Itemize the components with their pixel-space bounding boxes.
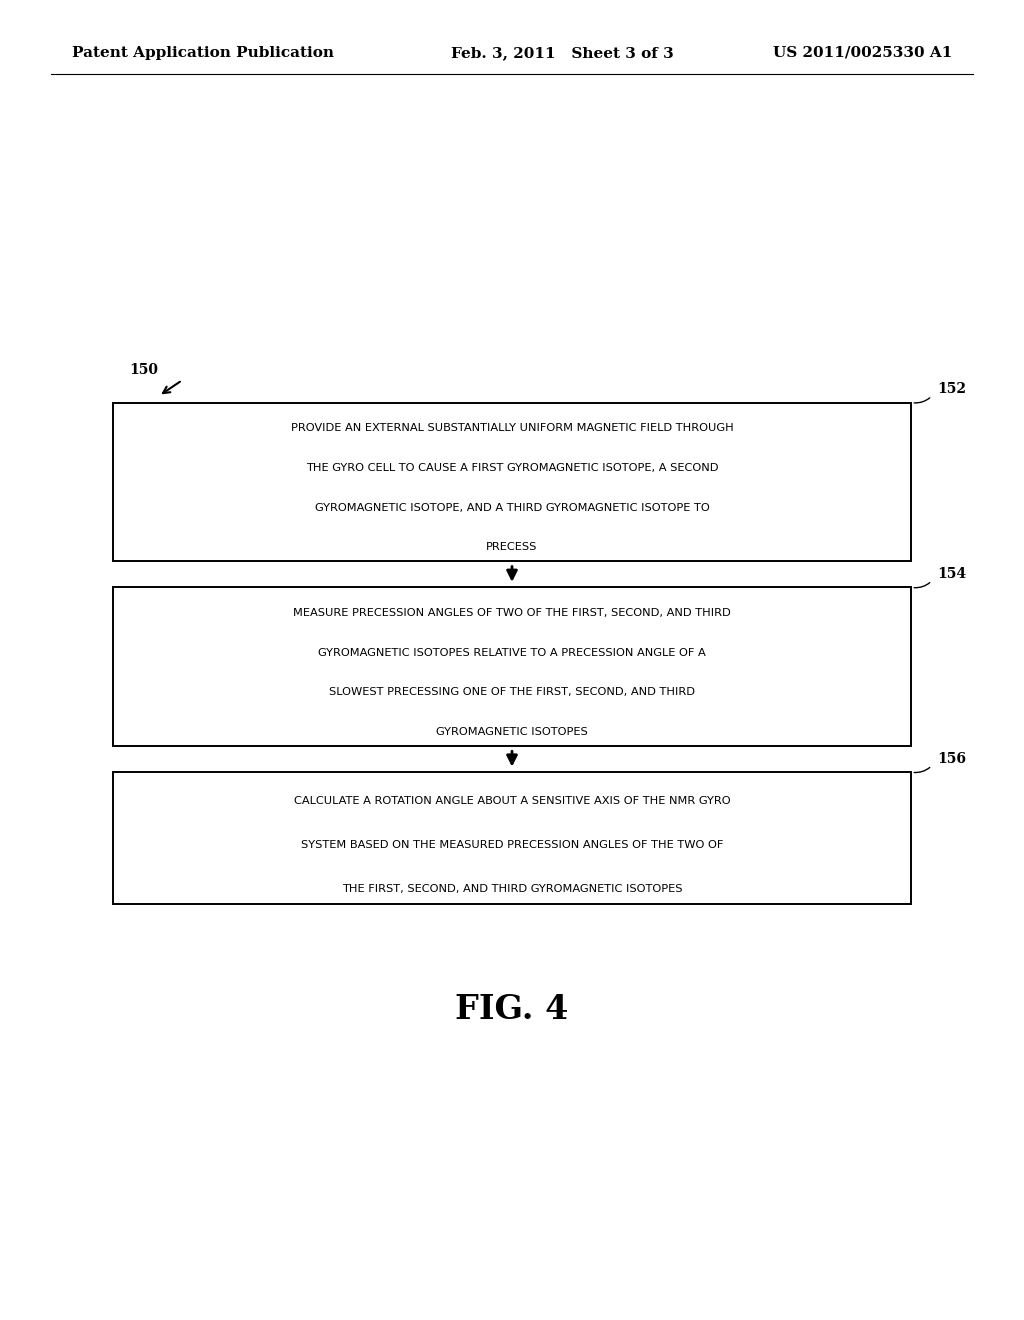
Text: SLOWEST PRECESSING ONE OF THE FIRST, SECOND, AND THIRD: SLOWEST PRECESSING ONE OF THE FIRST, SEC… xyxy=(329,688,695,697)
Text: THE FIRST, SECOND, AND THIRD GYROMAGNETIC ISOTOPES: THE FIRST, SECOND, AND THIRD GYROMAGNETI… xyxy=(342,884,682,894)
Bar xyxy=(113,772,911,904)
Text: SYSTEM BASED ON THE MEASURED PRECESSION ANGLES OF THE TWO OF: SYSTEM BASED ON THE MEASURED PRECESSION … xyxy=(301,840,723,850)
Text: US 2011/0025330 A1: US 2011/0025330 A1 xyxy=(773,46,952,59)
Text: GYROMAGNETIC ISOTOPE, AND A THIRD GYROMAGNETIC ISOTOPE TO: GYROMAGNETIC ISOTOPE, AND A THIRD GYROMA… xyxy=(314,503,710,512)
Text: THE GYRO CELL TO CAUSE A FIRST GYROMAGNETIC ISOTOPE, A SECOND: THE GYRO CELL TO CAUSE A FIRST GYROMAGNE… xyxy=(306,463,718,473)
Text: Feb. 3, 2011   Sheet 3 of 3: Feb. 3, 2011 Sheet 3 of 3 xyxy=(451,46,674,59)
Bar xyxy=(113,587,911,746)
Text: GYROMAGNETIC ISOTOPES RELATIVE TO A PRECESSION ANGLE OF A: GYROMAGNETIC ISOTOPES RELATIVE TO A PREC… xyxy=(318,648,706,657)
Text: 150: 150 xyxy=(130,363,159,376)
Text: Patent Application Publication: Patent Application Publication xyxy=(72,46,334,59)
Text: 154: 154 xyxy=(937,568,966,581)
Text: 152: 152 xyxy=(937,383,966,396)
Text: PROVIDE AN EXTERNAL SUBSTANTIALLY UNIFORM MAGNETIC FIELD THROUGH: PROVIDE AN EXTERNAL SUBSTANTIALLY UNIFOR… xyxy=(291,424,733,433)
Text: GYROMAGNETIC ISOTOPES: GYROMAGNETIC ISOTOPES xyxy=(436,727,588,737)
Text: MEASURE PRECESSION ANGLES OF TWO OF THE FIRST, SECOND, AND THIRD: MEASURE PRECESSION ANGLES OF TWO OF THE … xyxy=(293,609,731,618)
Text: PRECESS: PRECESS xyxy=(486,543,538,552)
Text: CALCULATE A ROTATION ANGLE ABOUT A SENSITIVE AXIS OF THE NMR GYRO: CALCULATE A ROTATION ANGLE ABOUT A SENSI… xyxy=(294,796,730,805)
Text: FIG. 4: FIG. 4 xyxy=(456,993,568,1027)
Bar xyxy=(113,403,911,561)
Text: 156: 156 xyxy=(937,752,966,766)
